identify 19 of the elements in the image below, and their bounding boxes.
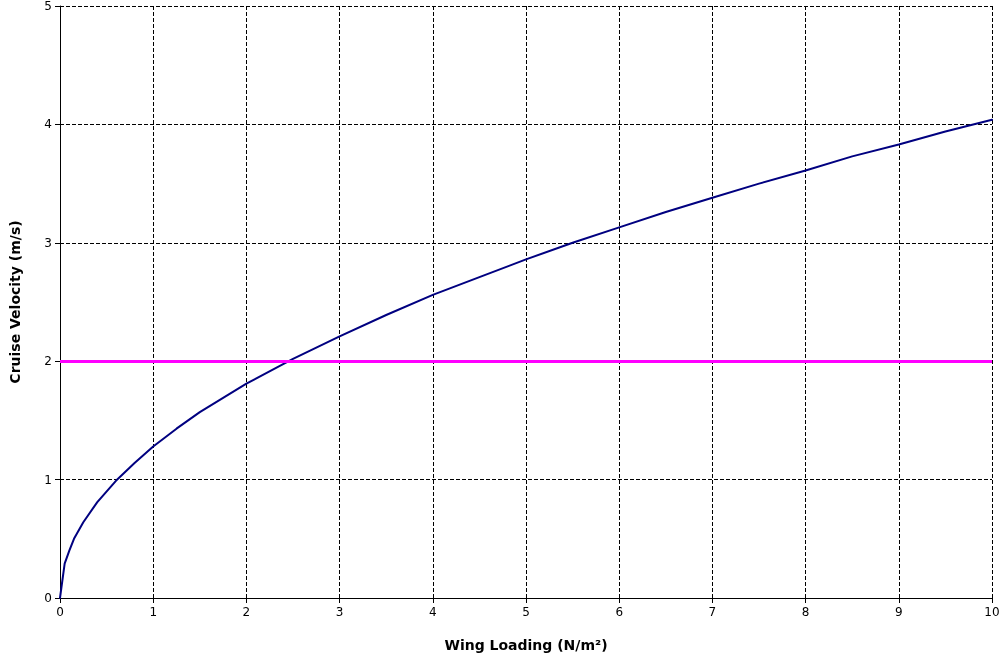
x-tick-label: 4 bbox=[428, 605, 437, 619]
y-tick-label: 4 bbox=[44, 117, 52, 132]
x-tick-label: 5 bbox=[522, 605, 530, 619]
y-tick-label: 3 bbox=[44, 235, 52, 250]
x-tick-label: 9 bbox=[894, 605, 903, 619]
x-axis-title: Wing Loading (N/m²) bbox=[444, 637, 608, 653]
x-tick-label: 8 bbox=[801, 605, 810, 619]
y-tick-label: 1 bbox=[44, 472, 52, 487]
x-tick-label: 6 bbox=[615, 605, 624, 619]
x-tick-label: 10 bbox=[984, 605, 1000, 619]
x-tick-label: 0 bbox=[56, 605, 64, 619]
y-axis-title: Cruise Velocity (m/s) bbox=[7, 220, 23, 384]
y-tick-label: 0 bbox=[44, 591, 52, 605]
x-tick-label: 2 bbox=[242, 605, 251, 619]
x-tick-label: 1 bbox=[149, 605, 158, 619]
x-tick-label: 7 bbox=[708, 605, 717, 619]
x-tick-label: 3 bbox=[335, 605, 344, 619]
y-tick-label: 2 bbox=[44, 354, 52, 369]
y-tick-label: 5 bbox=[44, 0, 52, 13]
